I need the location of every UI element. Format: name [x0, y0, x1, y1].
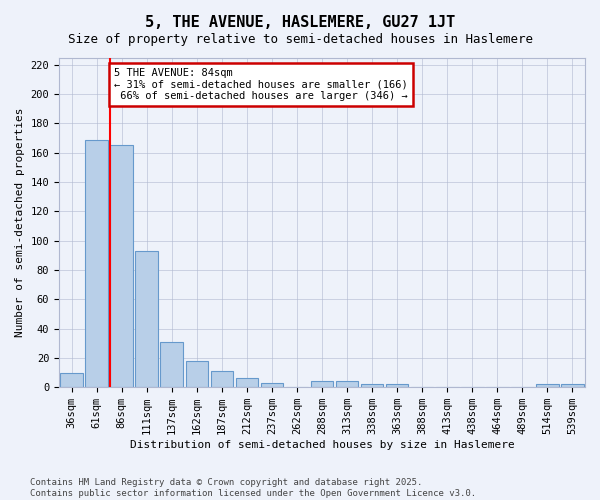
Bar: [386, 384, 409, 387]
Bar: [260, 383, 283, 387]
Bar: [110, 146, 133, 387]
Bar: [561, 384, 584, 387]
Bar: [185, 361, 208, 387]
Y-axis label: Number of semi-detached properties: Number of semi-detached properties: [15, 108, 25, 337]
Bar: [361, 384, 383, 387]
Bar: [85, 140, 108, 387]
Text: Contains HM Land Registry data © Crown copyright and database right 2025.
Contai: Contains HM Land Registry data © Crown c…: [30, 478, 476, 498]
Text: 5, THE AVENUE, HASLEMERE, GU27 1JT: 5, THE AVENUE, HASLEMERE, GU27 1JT: [145, 15, 455, 30]
Bar: [336, 382, 358, 387]
Text: 5 THE AVENUE: 84sqm
← 31% of semi-detached houses are smaller (166)
 66% of semi: 5 THE AVENUE: 84sqm ← 31% of semi-detach…: [114, 68, 408, 101]
Bar: [311, 382, 333, 387]
Text: Size of property relative to semi-detached houses in Haslemere: Size of property relative to semi-detach…: [67, 32, 533, 46]
Bar: [211, 371, 233, 387]
Bar: [136, 251, 158, 387]
Bar: [160, 342, 183, 387]
Bar: [236, 378, 258, 387]
Bar: [536, 384, 559, 387]
Bar: [60, 372, 83, 387]
X-axis label: Distribution of semi-detached houses by size in Haslemere: Distribution of semi-detached houses by …: [130, 440, 514, 450]
